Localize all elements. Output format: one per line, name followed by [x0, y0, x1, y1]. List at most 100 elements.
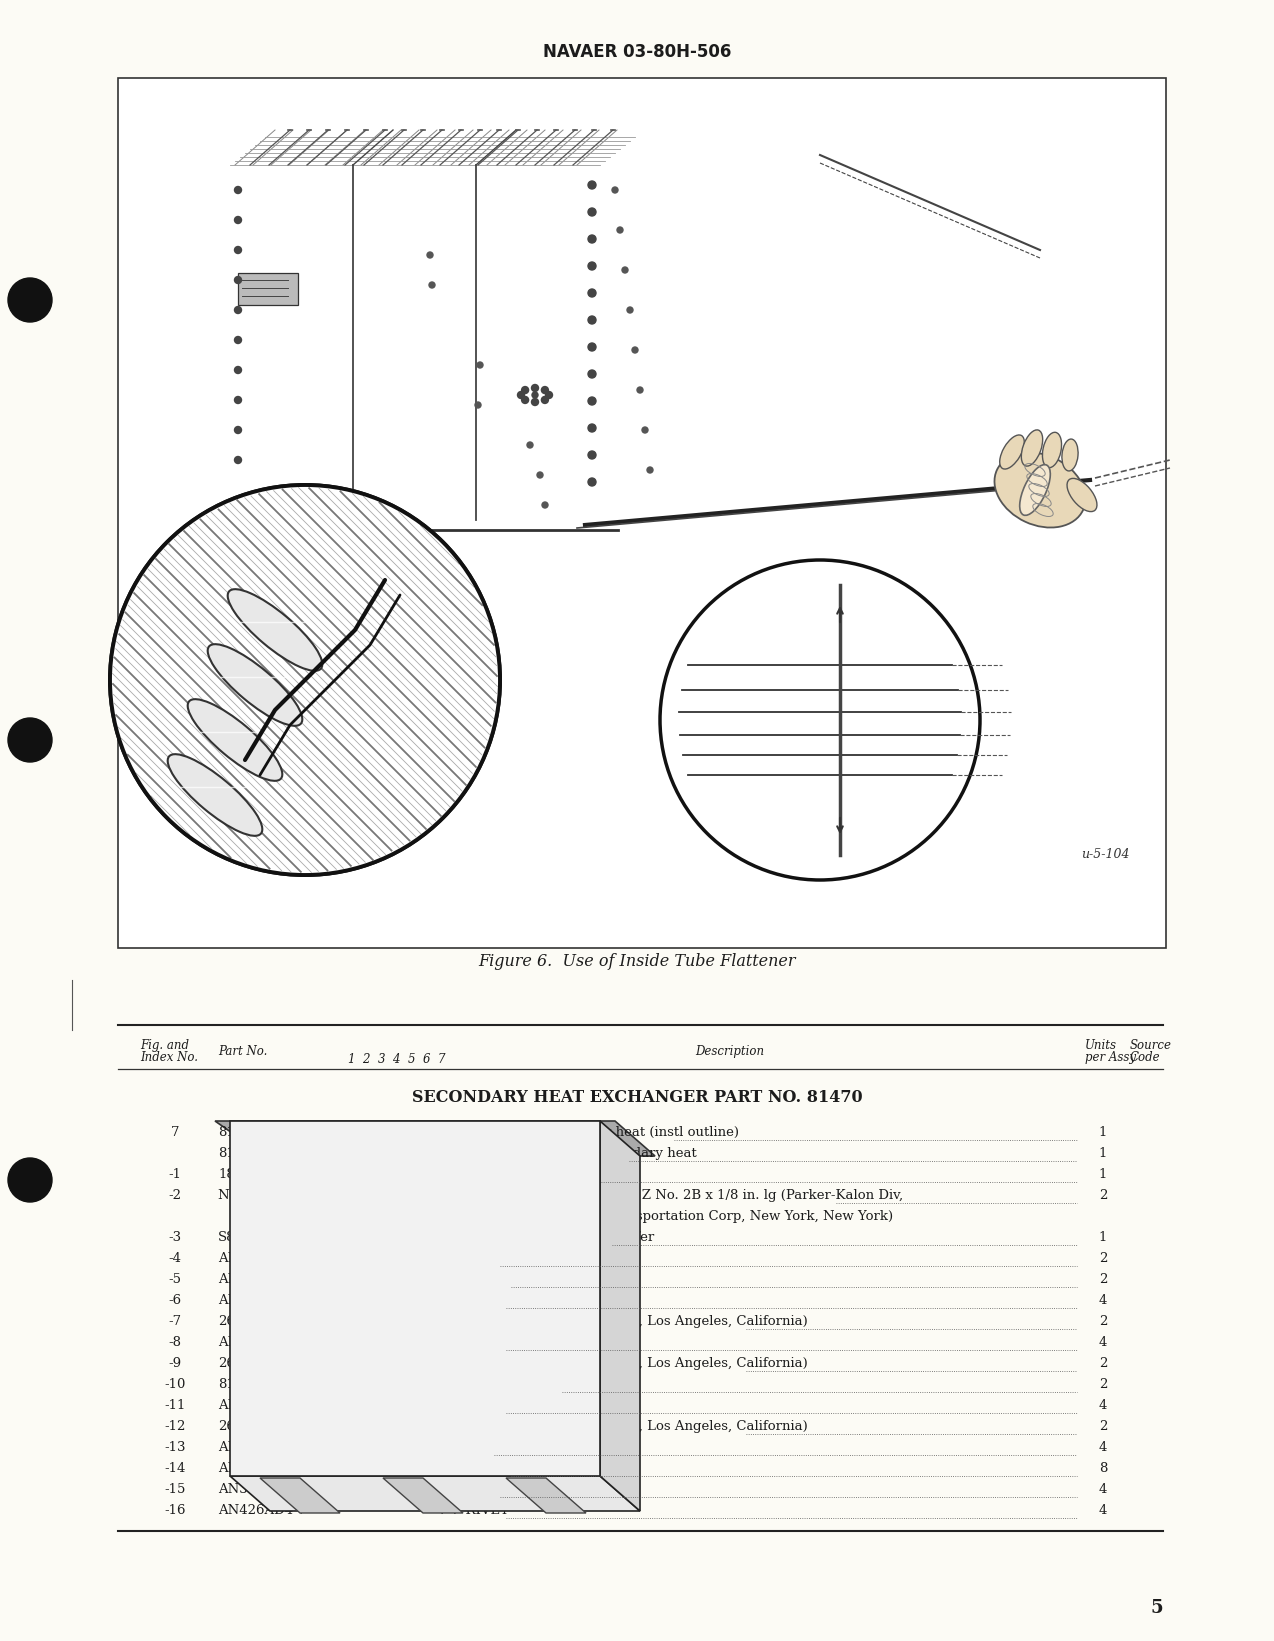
Circle shape: [521, 397, 529, 404]
Text: 2: 2: [1098, 1190, 1107, 1201]
Ellipse shape: [208, 645, 302, 725]
Text: 2600D02: 2600D02: [218, 1314, 279, 1328]
Text: .  .  RIVET: . . RIVET: [440, 1295, 508, 1306]
Text: -11: -11: [164, 1400, 186, 1411]
Text: EXCHANGER, Secondary heat (instl outline): EXCHANGER, Secondary heat (instl outline…: [440, 1126, 739, 1139]
Circle shape: [637, 387, 643, 392]
Text: AN3-7A: AN3-7A: [218, 1483, 270, 1497]
Ellipse shape: [187, 699, 283, 781]
Circle shape: [234, 307, 242, 313]
Text: 2: 2: [1098, 1419, 1107, 1433]
Text: AN3H11: AN3H11: [218, 1252, 276, 1265]
Text: 81470: 81470: [218, 1126, 260, 1139]
Text: Description: Description: [696, 1045, 764, 1058]
Circle shape: [589, 451, 596, 459]
Text: NAVAER 03-80H-506: NAVAER 03-80H-506: [543, 43, 731, 61]
Text: .  .  BOLT: . . BOLT: [440, 1483, 503, 1497]
Circle shape: [234, 276, 242, 284]
Circle shape: [642, 427, 648, 433]
Circle shape: [234, 217, 242, 223]
Text: 2: 2: [1098, 1357, 1107, 1370]
Text: -12: -12: [164, 1419, 186, 1433]
Circle shape: [475, 402, 482, 409]
Circle shape: [545, 392, 553, 399]
Text: AN426AD3-7: AN426AD3-7: [218, 1336, 306, 1349]
Text: -14: -14: [164, 1462, 186, 1475]
Text: AN426AD4-7: AN426AD4-7: [218, 1505, 306, 1516]
Text: 8: 8: [1098, 1462, 1107, 1475]
Text: 18608: 18608: [218, 1168, 260, 1182]
Text: .  .  NAMEPLATE, Heat transfer: . . NAMEPLATE, Heat transfer: [440, 1231, 655, 1244]
Text: .  .  NUTPLATE (Nutt-Shel Co, Los Angeles, California): . . NUTPLATE (Nutt-Shel Co, Los Angeles,…: [440, 1419, 808, 1433]
Circle shape: [234, 366, 242, 374]
Ellipse shape: [228, 589, 322, 671]
Text: .  .  WASHER: . . WASHER: [440, 1273, 529, 1287]
Text: .  .  RIVET: . . RIVET: [440, 1505, 508, 1516]
Ellipse shape: [1068, 479, 1097, 512]
Circle shape: [632, 346, 638, 353]
Polygon shape: [215, 1121, 655, 1155]
Circle shape: [612, 187, 618, 194]
Text: .  .  NUTPLATE (Nutt-Shel Co, Los Angeles, California): . . NUTPLATE (Nutt-Shel Co, Los Angeles,…: [440, 1357, 808, 1370]
Circle shape: [234, 397, 242, 404]
Circle shape: [589, 478, 596, 486]
Text: 2610L02: 2610L02: [218, 1357, 278, 1370]
Circle shape: [589, 369, 596, 377]
Ellipse shape: [1000, 435, 1024, 469]
Text: -13: -13: [164, 1441, 186, 1454]
Text: Figure 6.  Use of Inside Tube Flattener: Figure 6. Use of Inside Tube Flattener: [478, 953, 796, 970]
Circle shape: [429, 282, 434, 289]
Circle shape: [234, 427, 242, 433]
Text: Fig. and: Fig. and: [140, 1039, 189, 1052]
Text: -16: -16: [164, 1505, 186, 1516]
Ellipse shape: [1042, 432, 1061, 468]
Circle shape: [531, 384, 539, 392]
Text: Code: Code: [1130, 1050, 1161, 1063]
Polygon shape: [506, 1479, 586, 1513]
Text: 1: 1: [1098, 1147, 1107, 1160]
Text: 81471: 81471: [218, 1147, 260, 1160]
Text: 4: 4: [1098, 1505, 1107, 1516]
Circle shape: [627, 307, 633, 313]
Circle shape: [589, 181, 596, 189]
Circle shape: [541, 387, 548, 394]
Circle shape: [476, 363, 483, 368]
Circle shape: [589, 397, 596, 405]
Text: SECONDARY HEAT EXCHANGER PART NO. 81470: SECONDARY HEAT EXCHANGER PART NO. 81470: [412, 1090, 862, 1106]
Text: -15: -15: [164, 1483, 186, 1497]
Circle shape: [647, 468, 654, 473]
Circle shape: [541, 397, 548, 404]
Text: AN960-10: AN960-10: [218, 1273, 285, 1287]
Text: 4: 4: [1098, 1336, 1107, 1349]
Polygon shape: [231, 1475, 640, 1511]
Text: 2600D048: 2600D048: [218, 1419, 288, 1433]
Text: .  .  PLATE, Mounting: . . PLATE, Mounting: [440, 1378, 583, 1392]
Circle shape: [589, 263, 596, 271]
Circle shape: [622, 267, 628, 272]
Text: .  .  SCREW, Sheet metal type Z No. 2B x 1/8 in. lg (Parker-Kalon Div,: . . SCREW, Sheet metal type Z No. 2B x 1…: [440, 1190, 903, 1201]
Circle shape: [521, 387, 529, 394]
Text: AN426AD3-7: AN426AD3-7: [218, 1295, 306, 1306]
Ellipse shape: [1022, 430, 1042, 466]
Text: -8: -8: [168, 1336, 181, 1349]
Text: AN960-10L: AN960-10L: [218, 1462, 294, 1475]
Text: .  .  GASKET, Heat exchanger: . . GASKET, Heat exchanger: [440, 1168, 637, 1182]
Text: 7: 7: [171, 1126, 180, 1139]
Circle shape: [517, 392, 525, 399]
Text: 1: 1: [1098, 1231, 1107, 1244]
Ellipse shape: [995, 453, 1085, 527]
Polygon shape: [260, 1479, 340, 1513]
Circle shape: [8, 719, 52, 761]
Text: 2: 2: [1098, 1252, 1107, 1265]
Circle shape: [538, 473, 543, 478]
Text: 2: 2: [1098, 1314, 1107, 1328]
Bar: [118, 79, 1166, 948]
Text: 2: 2: [1098, 1273, 1107, 1287]
Text: No Number: No Number: [218, 1190, 297, 1201]
Text: -5: -5: [168, 1273, 181, 1287]
Text: Index No.: Index No.: [140, 1050, 197, 1063]
Text: 4: 4: [1098, 1483, 1107, 1497]
Text: -6: -6: [168, 1295, 182, 1306]
Circle shape: [427, 253, 433, 258]
Circle shape: [541, 502, 548, 509]
